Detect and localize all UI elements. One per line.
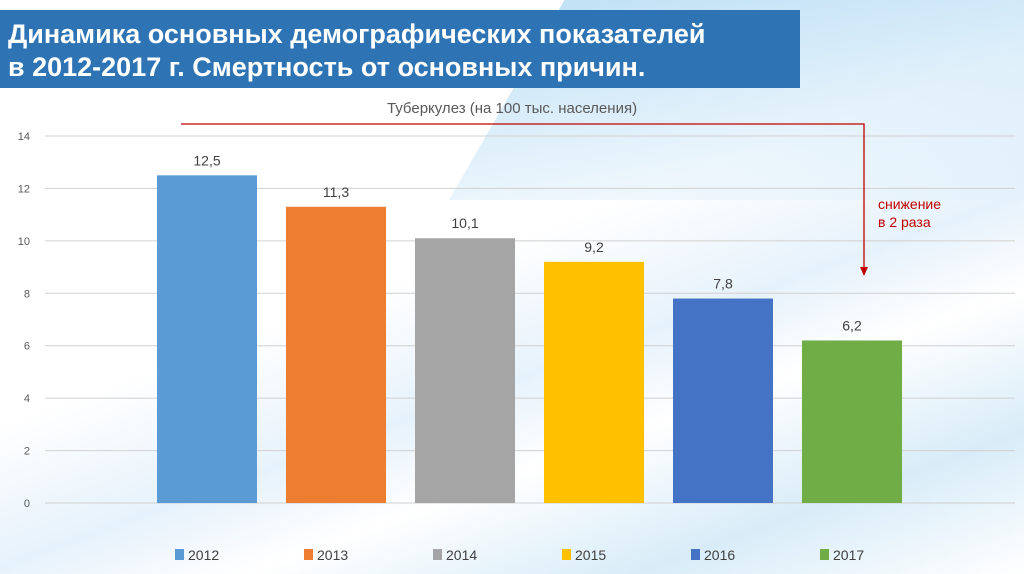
y-tick-label: 6 [24, 341, 30, 353]
y-tick-label: 8 [24, 288, 30, 300]
data-label: 12,5 [193, 152, 220, 168]
bar-2013 [286, 206, 386, 503]
legend-label: 2016 [704, 547, 735, 563]
y-tick-label: 0 [24, 498, 30, 510]
page-title-line1: Динамика основных демографических показа… [8, 19, 706, 49]
legend-label: 2013 [317, 547, 348, 563]
y-tick-label: 12 [18, 183, 30, 195]
bar-2017 [802, 340, 902, 503]
bar-2012 [157, 175, 257, 504]
legend-label: 2012 [188, 547, 219, 563]
bar-2014 [415, 238, 515, 503]
reduction-bracket [181, 123, 865, 268]
data-label: 6,2 [842, 317, 862, 333]
legend-swatch [175, 549, 184, 560]
legend-swatch [820, 549, 829, 560]
legend-swatch [433, 549, 442, 560]
data-label: 7,8 [713, 276, 733, 292]
bar-2015 [544, 261, 644, 503]
data-label: 11,3 [323, 184, 349, 200]
annotation-line2: в 2 раза [878, 214, 931, 230]
data-label: 10,1 [451, 215, 478, 231]
legend-label: 2017 [833, 547, 864, 563]
bar-2016 [673, 298, 773, 503]
annotation-text: снижение в 2 раза [878, 195, 941, 231]
legend-swatch [562, 549, 571, 560]
legend-swatch [304, 549, 313, 560]
chart-title: Туберкулез (на 100 тыс. населения) [386, 100, 638, 117]
legend-label: 2014 [446, 547, 477, 563]
legend-label: 2015 [575, 547, 606, 563]
y-tick-label: 2 [24, 446, 30, 458]
y-tick-label: 4 [24, 393, 30, 405]
title-banner: Динамика основных демографических показа… [0, 10, 800, 88]
data-label: 9,2 [584, 239, 604, 255]
legend-swatch [691, 549, 700, 560]
y-tick-label: 10 [18, 236, 30, 248]
page-title-line2: в 2012-2017 г. Смертность от основных пр… [8, 52, 646, 82]
annotation-line1: снижение [878, 196, 942, 212]
arrow-down-icon [860, 267, 868, 276]
y-tick-label: 14 [18, 131, 30, 143]
